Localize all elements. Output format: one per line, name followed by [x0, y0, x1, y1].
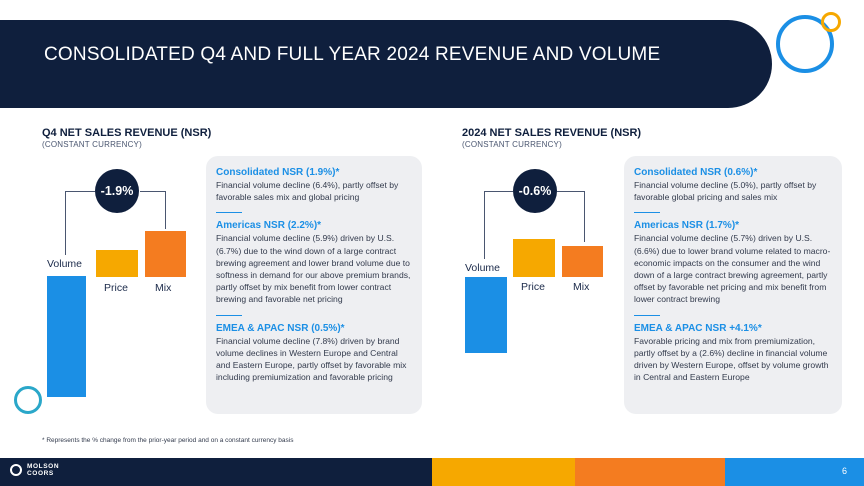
fy-bracket-left: [484, 191, 513, 192]
fy-bracket-right: [557, 191, 584, 192]
q4-bar-mix: [145, 231, 186, 277]
fy-bracket-left-down: [484, 191, 485, 259]
fy-bar-volume: [465, 277, 507, 353]
q4-consolidated-body: Financial volume decline (6.4%), partly …: [216, 180, 399, 203]
q4-label-price: Price: [104, 282, 128, 294]
q4-emea-title: EMEA & APAC NSR (0.5%)*: [216, 322, 345, 334]
fy-bar-mix: [562, 246, 603, 277]
q4-bracket-right-down: [165, 191, 166, 229]
q4-section-subtitle: (CONSTANT CURRENCY): [42, 140, 142, 149]
decorative-circle-large: [776, 15, 834, 73]
logo-line-1: MOLSON: [27, 463, 60, 470]
fy-section-title: 2024 NET SALES REVENUE (NSR): [462, 127, 642, 139]
fy-americas-body: Financial volume decline (5.7%) driven b…: [634, 233, 831, 305]
q4-label-volume: Volume: [47, 258, 83, 270]
q4-section-title: Q4 NET SALES REVENUE (NSR): [42, 127, 212, 139]
fy-consolidated-title: Consolidated NSR (0.6%)*: [634, 167, 758, 178]
fy-commentary-panel: Consolidated NSR (0.6%)* Financial volum…: [624, 156, 842, 414]
fy-divider-1: [634, 212, 660, 214]
q4-bracket-left: [65, 191, 95, 192]
q4-emea-body: Financial volume decline (7.8%) driven b…: [216, 335, 407, 383]
q4-bracket-left-down: [65, 191, 66, 255]
q4-commentary-panel: Consolidated NSR (1.9%)* Financial volum…: [206, 156, 422, 414]
logo-line-2: COORS: [27, 470, 54, 477]
logo-icon: [10, 464, 22, 476]
fy-emea-title: EMEA & APAC NSR +4.1%*: [634, 322, 762, 334]
fy-americas-title: Americas NSR (1.7%)*: [634, 220, 740, 232]
q4-consolidated-title: Consolidated NSR (1.9%)*: [216, 167, 340, 178]
q4-americas-title: Americas NSR (2.2%)*: [216, 220, 322, 232]
q4-divider-2: [216, 314, 242, 316]
fy-emea-body: Favorable pricing and mix from premiumiz…: [634, 335, 829, 383]
footer-stripe-orange: [575, 458, 725, 486]
footer-stripe-amber: [432, 458, 575, 486]
decorative-circle-small: [821, 12, 841, 32]
q4-americas-body: Financial volume decline (5.9%) driven b…: [216, 233, 411, 305]
fy-bracket-right-down: [584, 191, 585, 242]
decorative-circle-left: [14, 386, 42, 414]
fy-bar-price: [513, 239, 555, 277]
fy-section-subtitle: (CONSTANT CURRENCY): [462, 140, 562, 149]
fy-consolidated-body: Financial volume decline (5.0%), partly …: [634, 180, 817, 203]
molson-coors-logo: MOLSON COORS: [10, 463, 59, 477]
slide-title: CONSOLIDATED Q4 AND FULL YEAR 2024 REVEN…: [44, 44, 661, 65]
q4-bar-price: [96, 250, 138, 277]
title-banner: [0, 20, 772, 108]
q4-bar-volume: [47, 276, 86, 397]
q4-divider-1: [216, 212, 242, 214]
fy-label-volume: Volume: [465, 262, 501, 274]
footnote: * Represents the % change from the prior…: [42, 437, 294, 444]
footer-stripe-blue: [725, 458, 864, 486]
fy-label-mix: Mix: [573, 281, 590, 293]
fy-divider-2: [634, 314, 660, 316]
q4-change-badge: -1.9%: [95, 169, 139, 213]
page-number: 6: [842, 466, 848, 476]
fy-change-badge: -0.6%: [513, 169, 557, 213]
fy-label-price: Price: [521, 281, 545, 293]
q4-label-mix: Mix: [155, 282, 172, 294]
q4-bracket-right: [140, 191, 165, 192]
